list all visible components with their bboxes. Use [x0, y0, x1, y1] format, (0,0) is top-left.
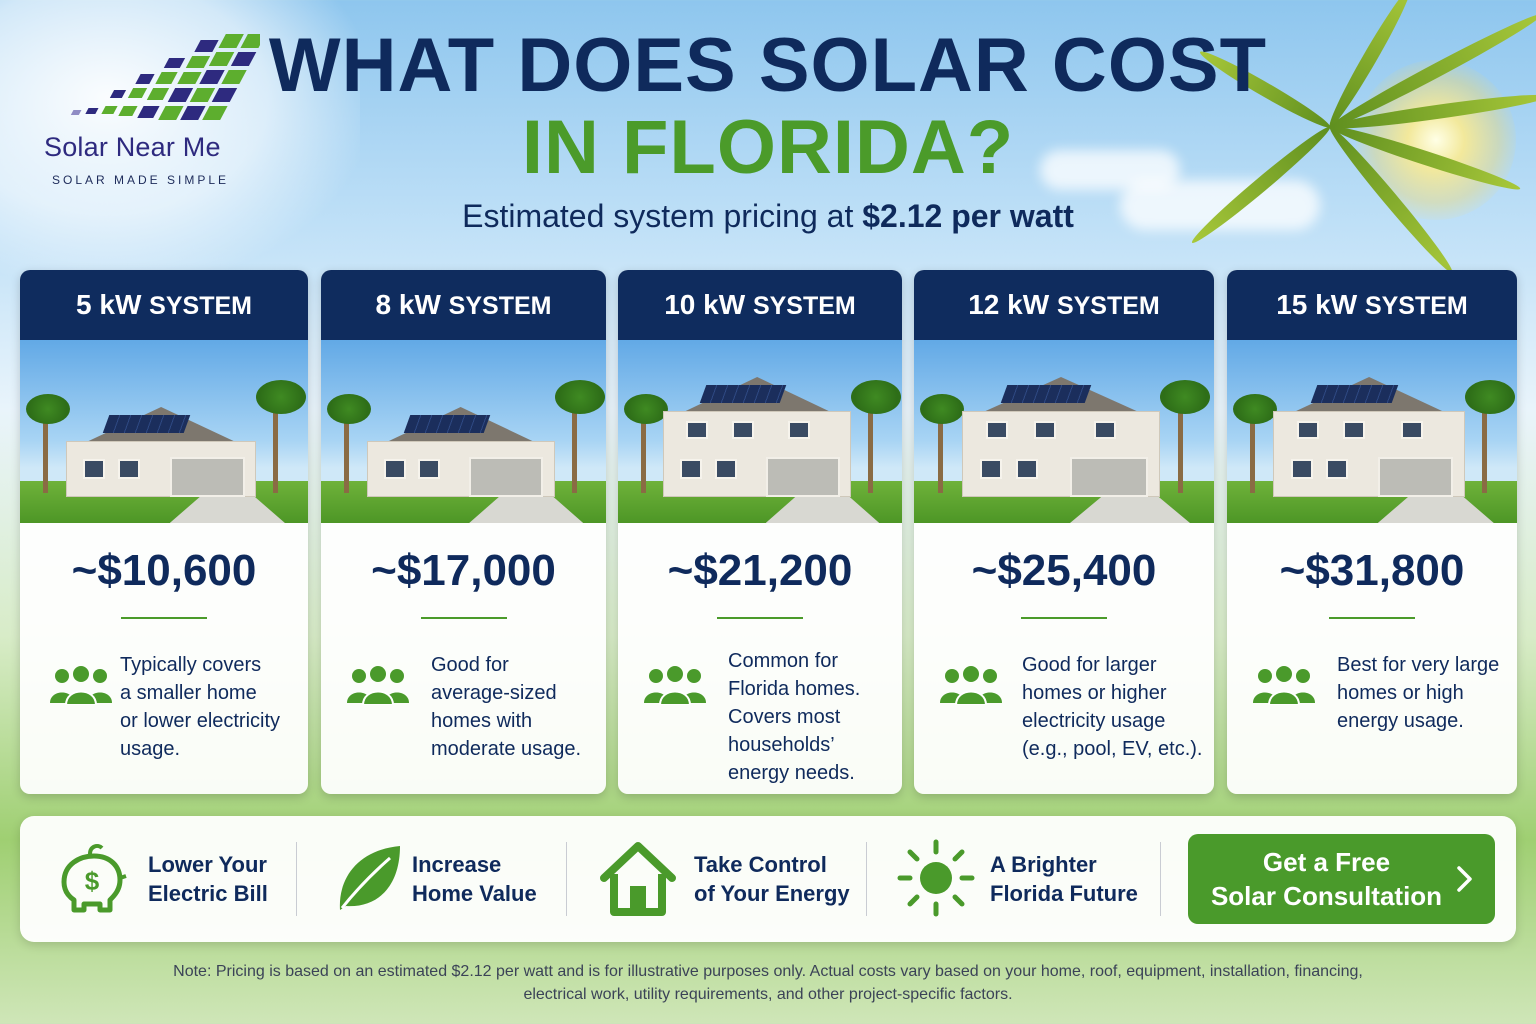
benefit-home-value-text: Increase Home Value [412, 852, 537, 906]
system-price: ~$10,600 [71, 546, 257, 595]
people-group-icon [940, 666, 1002, 705]
house-photo [618, 340, 902, 523]
benefit-lower-bill: $ Lower Your Electric Bill [48, 816, 298, 942]
page-title-line1: WHAT DOES SOLAR COST [268, 23, 1268, 108]
subtitle-price: $2.12 per watt [862, 198, 1074, 234]
house-photo [1227, 340, 1517, 523]
system-card-10kw: 10 kW SYSTEM ~$21,200 [618, 270, 902, 794]
system-card-12kw: 12 kW SYSTEM ~$25,400 [914, 270, 1214, 794]
house-photo [20, 340, 308, 523]
house-icon [600, 842, 676, 916]
people-group-icon [1253, 666, 1315, 705]
system-description: Good for larger homes or higher electricit… [1022, 654, 1203, 760]
system-description: Good for average-sized homes with moderate … [431, 654, 582, 760]
divider [296, 842, 297, 916]
system-description: Best for very large homes or high energy u… [1337, 654, 1500, 732]
benefit-take-control-text: Take Control of Your Energy [694, 852, 850, 906]
house-photo [914, 340, 1214, 523]
chevron-right-icon [1457, 866, 1472, 892]
price-divider [420, 617, 507, 619]
sun-icon [897, 839, 975, 917]
cta-line2: Solar Consultation [1210, 881, 1443, 911]
background-glow [0, 0, 360, 280]
divider [1160, 842, 1161, 916]
divider [566, 842, 567, 916]
system-card-title: 15 kW SYSTEM [1227, 270, 1517, 340]
brand-tagline: SOLAR MADE SIMPLE [52, 173, 230, 187]
svg-text:$: $ [85, 866, 100, 896]
system-description: Common for Florida homes. Covers most house… [728, 650, 861, 784]
pricing-disclaimer: Note: Pricing is based on an estimated $… [60, 960, 1476, 1006]
system-card-title: 5 kW SYSTEM [20, 270, 308, 340]
system-description: Typically covers a smaller home or lower e… [120, 654, 281, 760]
cta-line1: Get a Free [1262, 847, 1391, 877]
page-title-line2: IN FLORIDA? [521, 105, 1015, 190]
background-cloud [1040, 150, 1180, 190]
disclaimer-line2: electrical work, utility requirements, a… [523, 986, 1013, 1003]
system-card-title: 8 kW SYSTEM [321, 270, 606, 340]
page-subtitle: Estimated system pricing at $2.12 per wa… [0, 196, 1536, 236]
system-card-8kw: 8 kW SYSTEM ~$17,000 [321, 270, 606, 794]
divider [866, 842, 867, 916]
system-card-15kw: 15 kW SYSTEM ~$31,800 [1227, 270, 1517, 794]
people-group-icon [347, 666, 409, 705]
benefit-home-value: Increase Home Value [320, 816, 570, 942]
solar-panel-grid-icon [70, 34, 260, 120]
house-photo [321, 340, 606, 523]
people-group-icon [644, 666, 706, 705]
people-group-icon [50, 666, 112, 705]
leaf-icon [339, 846, 400, 910]
brand-name: Solar Near Me [44, 132, 221, 162]
benefit-brighter-future-text: A Brighter Florida Future [990, 852, 1138, 906]
free-consultation-button[interactable]: Get a Free Solar Consultation [1188, 834, 1495, 924]
price-divider [1021, 617, 1107, 619]
system-price: ~$25,400 [971, 546, 1157, 595]
benefit-take-control: Take Control of Your Energy [598, 816, 878, 942]
brand-logo[interactable]: Solar Near Me SOLAR MADE SIMPLE [44, 30, 274, 187]
disclaimer-line1: Note: Pricing is based on an estimated $… [173, 963, 1363, 980]
system-price: ~$17,000 [371, 546, 556, 595]
system-price: ~$31,800 [1279, 546, 1465, 595]
benefit-lower-bill-text: Lower Your Electric Bill [148, 852, 268, 906]
subtitle-prefix: Estimated system pricing at [462, 198, 863, 234]
price-divider [717, 617, 803, 619]
benefits-band: $ Lower Your Electric Bill Increase Home V… [20, 816, 1516, 942]
system-card-title: 12 kW SYSTEM [914, 270, 1214, 340]
price-divider [1329, 617, 1415, 619]
benefit-brighter-future: A Brighter Florida Future [896, 816, 1156, 942]
system-price: ~$21,200 [667, 546, 853, 595]
piggy-bank-dollar-icon: $ [61, 844, 127, 913]
price-divider [121, 617, 207, 619]
system-card-title: 10 kW SYSTEM [618, 270, 902, 340]
system-card-5kw: 5 kW SYSTEM ~$10,600 [20, 270, 308, 794]
